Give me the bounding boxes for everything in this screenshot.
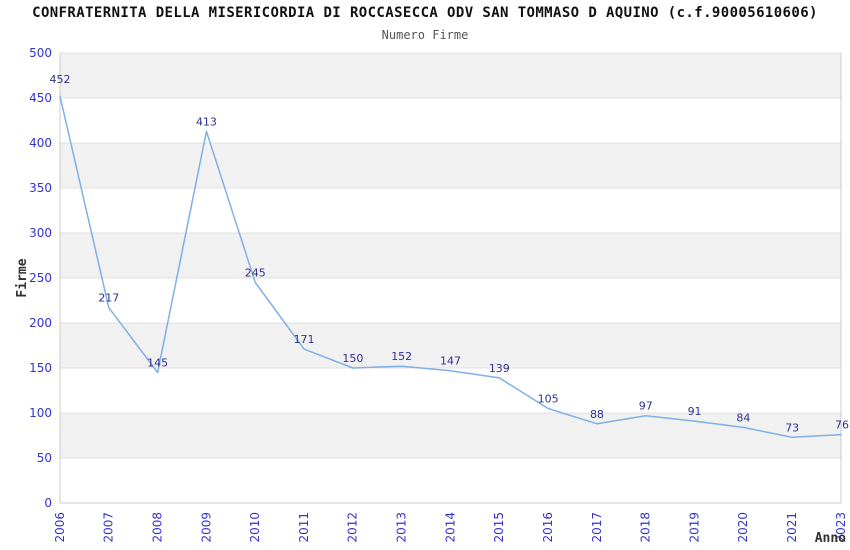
svg-text:91: 91: [688, 405, 702, 418]
svg-text:500: 500: [29, 46, 52, 60]
svg-text:84: 84: [736, 411, 750, 424]
svg-text:50: 50: [37, 451, 52, 465]
svg-text:245: 245: [245, 267, 266, 280]
svg-text:147: 147: [440, 355, 461, 368]
y-axis-tick-labels: 0 50 100 150 200 250 300 350 400 450 500: [29, 46, 52, 510]
svg-text:413: 413: [196, 115, 217, 128]
svg-text:105: 105: [538, 393, 559, 406]
svg-text:97: 97: [639, 400, 653, 413]
chart-subtitle: Numero Firme: [381, 28, 469, 42]
x-axis-tick-labels: 2006 2007 2008 2009 2010 2011 2012 2013 2014 2015…: [53, 512, 848, 543]
svg-text:2020: 2020: [736, 512, 750, 543]
svg-text:88: 88: [590, 408, 604, 421]
svg-text:145: 145: [147, 357, 168, 370]
svg-text:2008: 2008: [150, 512, 164, 543]
svg-text:217: 217: [98, 292, 119, 305]
chart-title: CONFRATERNITA DELLA MISERICORDIA DI ROCC…: [32, 5, 818, 21]
series-line: [59, 95, 842, 439]
plot-bands: [60, 53, 841, 503]
svg-text:100: 100: [29, 406, 52, 420]
svg-text:2018: 2018: [639, 512, 653, 543]
svg-text:2013: 2013: [395, 512, 409, 543]
svg-text:139: 139: [489, 362, 510, 375]
svg-text:2023: 2023: [834, 512, 848, 543]
svg-text:300: 300: [29, 226, 52, 240]
svg-text:350: 350: [29, 181, 52, 195]
svg-text:2006: 2006: [53, 512, 67, 543]
svg-text:171: 171: [294, 333, 315, 346]
svg-text:400: 400: [29, 136, 52, 150]
svg-text:73: 73: [785, 421, 799, 434]
svg-text:2021: 2021: [785, 512, 799, 543]
svg-text:2011: 2011: [297, 512, 311, 543]
svg-text:250: 250: [29, 271, 52, 285]
svg-text:76: 76: [835, 419, 849, 432]
svg-text:152: 152: [391, 350, 412, 363]
x-axis-title: Anno: [815, 531, 846, 546]
svg-text:2015: 2015: [492, 512, 506, 543]
data-labels: 452 217 145 413 245 171 150 152 147 139 105 88 97 91 8…: [50, 73, 850, 434]
svg-text:2007: 2007: [102, 512, 116, 543]
svg-text:2017: 2017: [590, 512, 604, 543]
svg-text:452: 452: [50, 73, 71, 86]
svg-text:200: 200: [29, 316, 52, 330]
svg-text:2019: 2019: [687, 512, 701, 543]
svg-text:2009: 2009: [199, 512, 213, 543]
svg-text:450: 450: [29, 91, 52, 105]
svg-text:2012: 2012: [346, 512, 360, 543]
svg-text:2016: 2016: [541, 512, 555, 543]
svg-text:2010: 2010: [248, 512, 262, 543]
svg-text:0: 0: [44, 496, 52, 510]
svg-text:2014: 2014: [443, 512, 457, 543]
svg-text:Anno: Anno: [815, 531, 846, 546]
plot-border: [59, 53, 842, 504]
svg-text:150: 150: [29, 361, 52, 375]
svg-text:150: 150: [342, 352, 363, 365]
svg-text:Firme: Firme: [15, 258, 30, 297]
y-axis-title: Firme: [15, 258, 30, 297]
